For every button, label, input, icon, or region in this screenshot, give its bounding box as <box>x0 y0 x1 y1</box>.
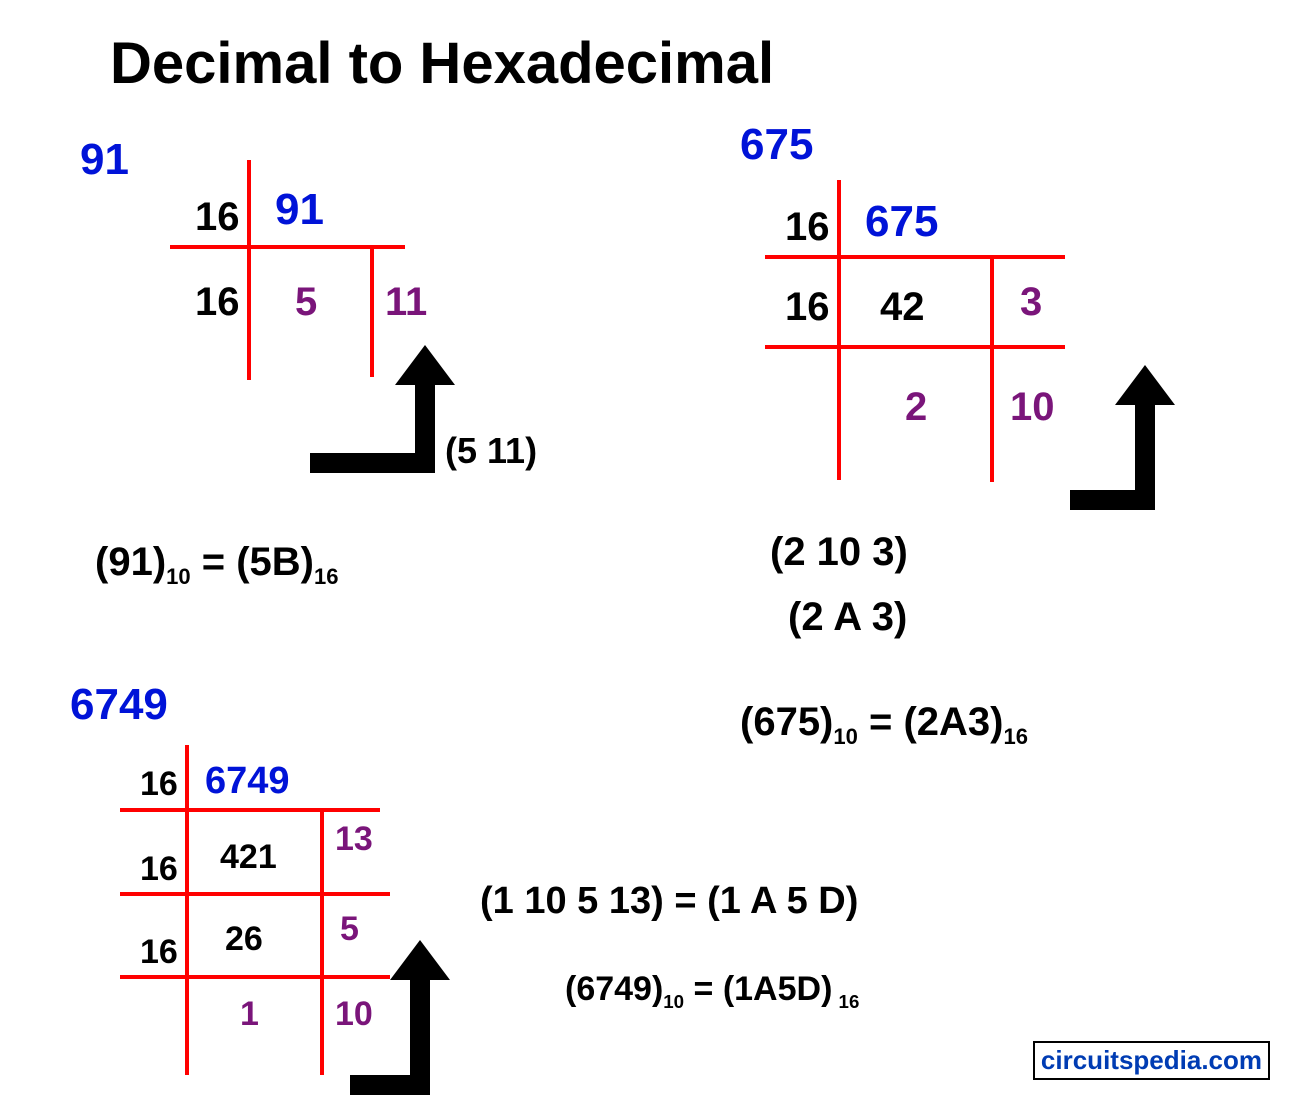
ex2-result-eq: = <box>858 700 904 744</box>
ex2-result: (675)10 = (2A3)16 <box>740 700 1028 750</box>
ex1-result-eq: = <box>191 540 237 584</box>
ex2-arrow <box>1060 355 1190 515</box>
ex2-result-sub-rhs: 16 <box>1004 724 1028 749</box>
ex2-div1: 16 <box>785 205 830 250</box>
ex3-rem2: 13 <box>335 820 373 859</box>
ex1-div1: 16 <box>195 195 240 240</box>
ex1-result-sub-lhs: 10 <box>166 564 190 589</box>
ex2-vline-1 <box>837 180 841 480</box>
ex2-rem3: 10 <box>1010 385 1055 430</box>
ex3-result: (6749)10 = (1A5D) 16 <box>565 970 859 1014</box>
ex2-div2: 16 <box>785 285 830 330</box>
ex3-result-eq: = <box>684 970 723 1008</box>
ex1-result-lhs: (91) <box>95 540 166 584</box>
ex3-vline-2 <box>320 810 324 1075</box>
ex3-vline-1 <box>185 745 189 1075</box>
ex1-quot2: 5 <box>295 280 317 325</box>
ex3-result-sub-lhs: 10 <box>663 991 684 1012</box>
ex2-header: 675 <box>740 120 813 170</box>
ex3-result-lhs: (6749) <box>565 970 663 1008</box>
ex2-vline-2 <box>990 257 994 482</box>
ex3-quot2: 421 <box>220 838 277 877</box>
ex1-remlabel: (5 11) <box>445 430 537 472</box>
ex3-quot4: 1 <box>240 995 259 1034</box>
page-title: Decimal to Hexadecimal <box>110 30 774 97</box>
ex3-hline-2 <box>120 892 390 896</box>
ex3-div3: 16 <box>140 933 178 972</box>
ex3-header: 6749 <box>70 680 168 730</box>
ex2-val1: 675 <box>865 197 938 247</box>
ex1-result-sub-rhs: 16 <box>314 564 338 589</box>
ex3-arrow <box>340 930 470 1100</box>
ex3-div1: 16 <box>140 765 178 804</box>
ex1-val1: 91 <box>275 185 324 235</box>
ex3-div2: 16 <box>140 850 178 889</box>
ex2-result-lhs: (675) <box>740 700 833 744</box>
ex3-result-rhs: (1A5D) <box>723 970 833 1008</box>
ex1-div2: 16 <box>195 280 240 325</box>
ex3-hline-1 <box>120 808 380 812</box>
ex2-rem2: 3 <box>1020 280 1042 325</box>
ex1-header: 91 <box>80 135 129 185</box>
ex2-hline-2 <box>765 345 1065 349</box>
ex2-result-rhs: (2A3) <box>903 700 1003 744</box>
footer-attribution: circuitspedia.com <box>1033 1041 1270 1080</box>
ex2-result-sub-lhs: 10 <box>833 724 857 749</box>
ex3-quot3: 26 <box>225 920 263 959</box>
ex2-hline-1 <box>765 255 1065 259</box>
ex1-result-rhs: (5B) <box>236 540 314 584</box>
ex1-arrow <box>300 335 460 475</box>
ex1-result: (91)10 = (5B)16 <box>95 540 338 590</box>
ex1-vline-1 <box>247 160 251 380</box>
ex1-rem2: 11 <box>385 280 427 325</box>
ex2-remlabel1: (2 10 3) <box>770 530 908 575</box>
ex2-remlabel2: (2 A 3) <box>788 595 907 640</box>
ex2-quot3: 2 <box>905 385 927 430</box>
ex2-quot2: 42 <box>880 285 925 330</box>
ex3-remlabel: (1 10 5 13) = (1 A 5 D) <box>480 880 858 923</box>
ex3-val1: 6749 <box>205 760 290 803</box>
ex3-result-sub-rhs: 16 <box>839 991 860 1012</box>
